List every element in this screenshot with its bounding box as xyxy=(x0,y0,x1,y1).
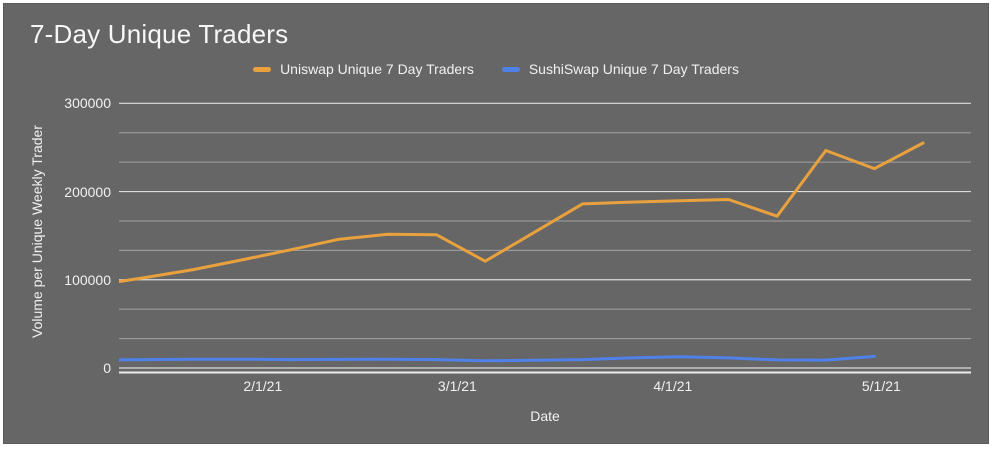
legend: Uniswap Unique 7 Day Traders SushiSwap U… xyxy=(4,61,988,77)
legend-label-sushiswap: SushiSwap Unique 7 Day Traders xyxy=(528,61,739,77)
series-line-uniswap xyxy=(119,141,925,284)
chart-title: 7-Day Unique Traders xyxy=(30,19,289,49)
y-tick-label-300000: 300000 xyxy=(64,95,111,112)
y-tick-label-100000: 100000 xyxy=(64,271,111,288)
x-tick-label-mar: 3/1/21 xyxy=(437,378,477,394)
x-axis-title: Date xyxy=(530,408,560,424)
y-tick-label-200000: 200000 xyxy=(64,183,111,200)
legend-item-sushiswap: SushiSwap Unique 7 Day Traders xyxy=(501,61,739,77)
y-tick-label-0: 0 xyxy=(103,360,111,376)
legend-item-uniswap: Uniswap Unique 7 Day Traders xyxy=(253,61,474,77)
series-line-sushiswap xyxy=(119,354,876,363)
legend-label-uniswap: Uniswap Unique 7 Day Traders xyxy=(280,61,474,77)
x-tick-label-may: 5/1/21 xyxy=(861,378,901,394)
sushiswap-series-swatch-icon xyxy=(501,66,520,72)
uniswap-series-swatch-icon xyxy=(253,66,272,72)
x-tick-label-feb: 2/1/21 xyxy=(243,378,283,394)
x-tick-label-apr: 4/1/21 xyxy=(653,378,693,394)
plot-area xyxy=(119,102,971,374)
chart-container[interactable]: 7-Day Unique Traders Uniswap Unique 7 Da… xyxy=(3,3,989,444)
